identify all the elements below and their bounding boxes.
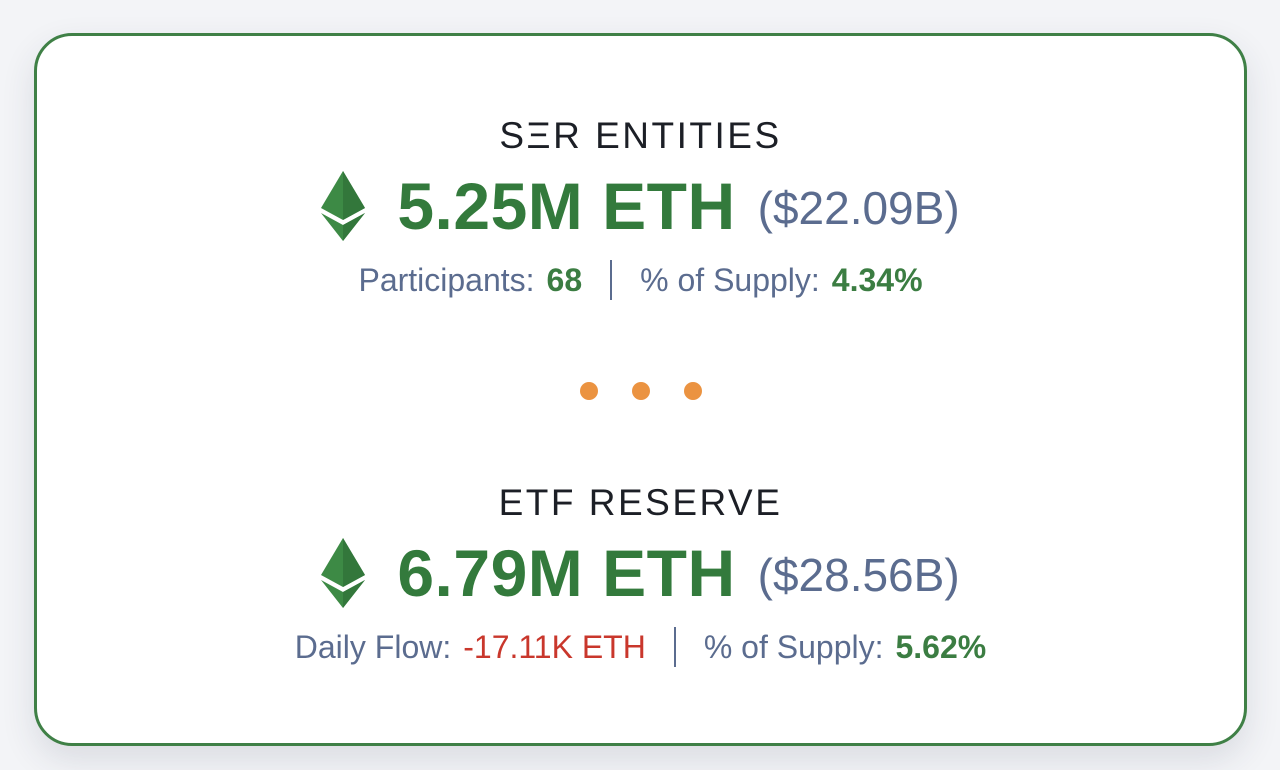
dot xyxy=(631,382,650,400)
daily-flow-value: -17.11K ETH xyxy=(463,629,646,665)
etf-reserve-stats: Daily Flow: -17.11K ETH % of Supply: 5.6… xyxy=(37,627,1244,667)
etf-reserve-usd-value: ($28.56B) xyxy=(757,549,960,601)
participants-value: 68 xyxy=(546,262,583,298)
dot xyxy=(579,382,598,400)
daily-flow-label: Daily Flow: xyxy=(294,629,452,665)
holdings-card: SΞR ENTITIES 5.25M ETH ($22.09B) Partici… xyxy=(34,33,1247,746)
etf-reserve-amount-row: 6.79M ETH ($28.56B) xyxy=(37,533,1244,613)
participants-label: Participants: xyxy=(358,262,535,298)
ser-entities-amount-row: 5.25M ETH ($22.09B) xyxy=(37,166,1244,246)
supply-value: 4.34% xyxy=(831,262,923,298)
ser-entities-usd-value: ($22.09B) xyxy=(757,182,960,234)
ser-entities-eth-amount: 5.25M ETH xyxy=(397,169,736,243)
stats-divider xyxy=(673,627,676,667)
ethereum-icon xyxy=(321,538,366,608)
etf-reserve-section: ETF RESERVE 6.79M ETH ($28.56B) Daily Fl… xyxy=(37,481,1244,667)
etf-reserve-eth-amount: 6.79M ETH xyxy=(397,536,736,610)
supply-value: 5.62% xyxy=(895,629,987,665)
ellipsis-dots-icon xyxy=(37,382,1244,400)
ethereum-icon xyxy=(321,171,366,241)
etf-reserve-title: ETF RESERVE xyxy=(498,482,783,523)
ser-entities-title: SΞR ENTITIES xyxy=(499,115,782,156)
dot xyxy=(683,382,702,400)
supply-label: % of Supply: xyxy=(640,262,820,298)
stats-divider xyxy=(610,260,613,300)
ser-entities-section: SΞR ENTITIES 5.25M ETH ($22.09B) Partici… xyxy=(37,114,1244,300)
supply-label: % of Supply: xyxy=(703,629,884,665)
ser-entities-stats: Participants: 68 % of Supply: 4.34% xyxy=(37,260,1244,300)
